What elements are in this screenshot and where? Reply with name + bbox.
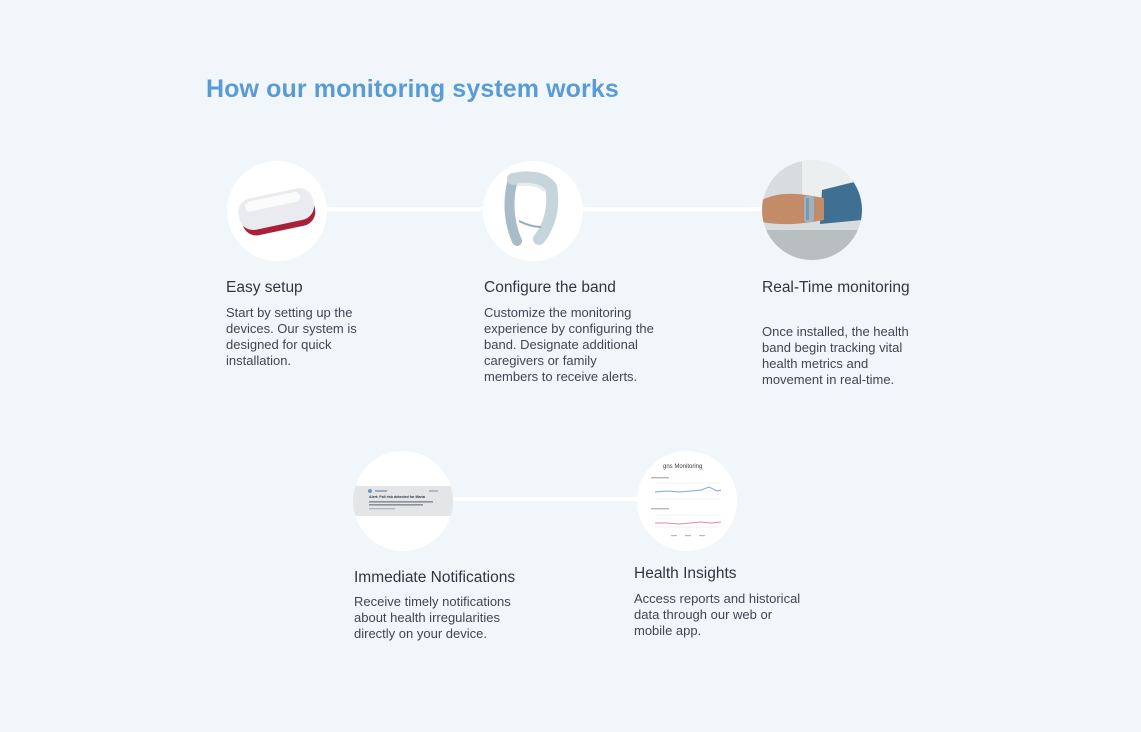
step-desc-health-insights: Access reports and historical data throu… xyxy=(634,591,801,638)
step-icon-immediate-notifications: Alert: Fall risk detected for Maria xyxy=(353,451,453,551)
connector-line xyxy=(446,497,642,501)
notification-card-icon: Alert: Fall risk detected for Maria xyxy=(353,486,453,516)
connector-line xyxy=(320,207,490,211)
connector-line xyxy=(576,207,768,211)
step-icon-configure-band xyxy=(483,161,583,261)
wrist-band-photo-icon xyxy=(762,160,862,260)
wristband-icon xyxy=(504,171,559,246)
step-title-real-time-monitoring: Real-Time monitoring xyxy=(762,279,910,296)
step-desc-easy-setup: Start by setting up the devices. Our sys… xyxy=(226,305,357,368)
dashboard-chart-icon: gns Monitoring xyxy=(651,464,722,537)
step-title-configure-band: Configure the band xyxy=(484,279,616,296)
router-device-icon xyxy=(238,188,316,236)
step-title-health-insights: Health Insights xyxy=(634,565,737,582)
page-title: How our monitoring system works xyxy=(206,75,619,103)
dashboard-title: gns Monitoring xyxy=(663,464,702,470)
step-icon-real-time-monitoring xyxy=(762,160,862,260)
step-icon-health-insights: gns Monitoring xyxy=(637,451,737,551)
step-desc-configure-band: Customize the monitoring experience by c… xyxy=(484,305,654,384)
notification-headline: Alert: Fall risk detected for Maria xyxy=(369,495,426,499)
step-desc-immediate-notifications: Receive timely notifications about healt… xyxy=(354,594,511,641)
step-desc-real-time-monitoring: Once installed, the health band begin tr… xyxy=(762,324,909,387)
step-icon-easy-setup xyxy=(227,161,327,261)
step-title-immediate-notifications: Immediate Notifications xyxy=(354,569,516,586)
step-title-easy-setup: Easy setup xyxy=(226,279,303,296)
